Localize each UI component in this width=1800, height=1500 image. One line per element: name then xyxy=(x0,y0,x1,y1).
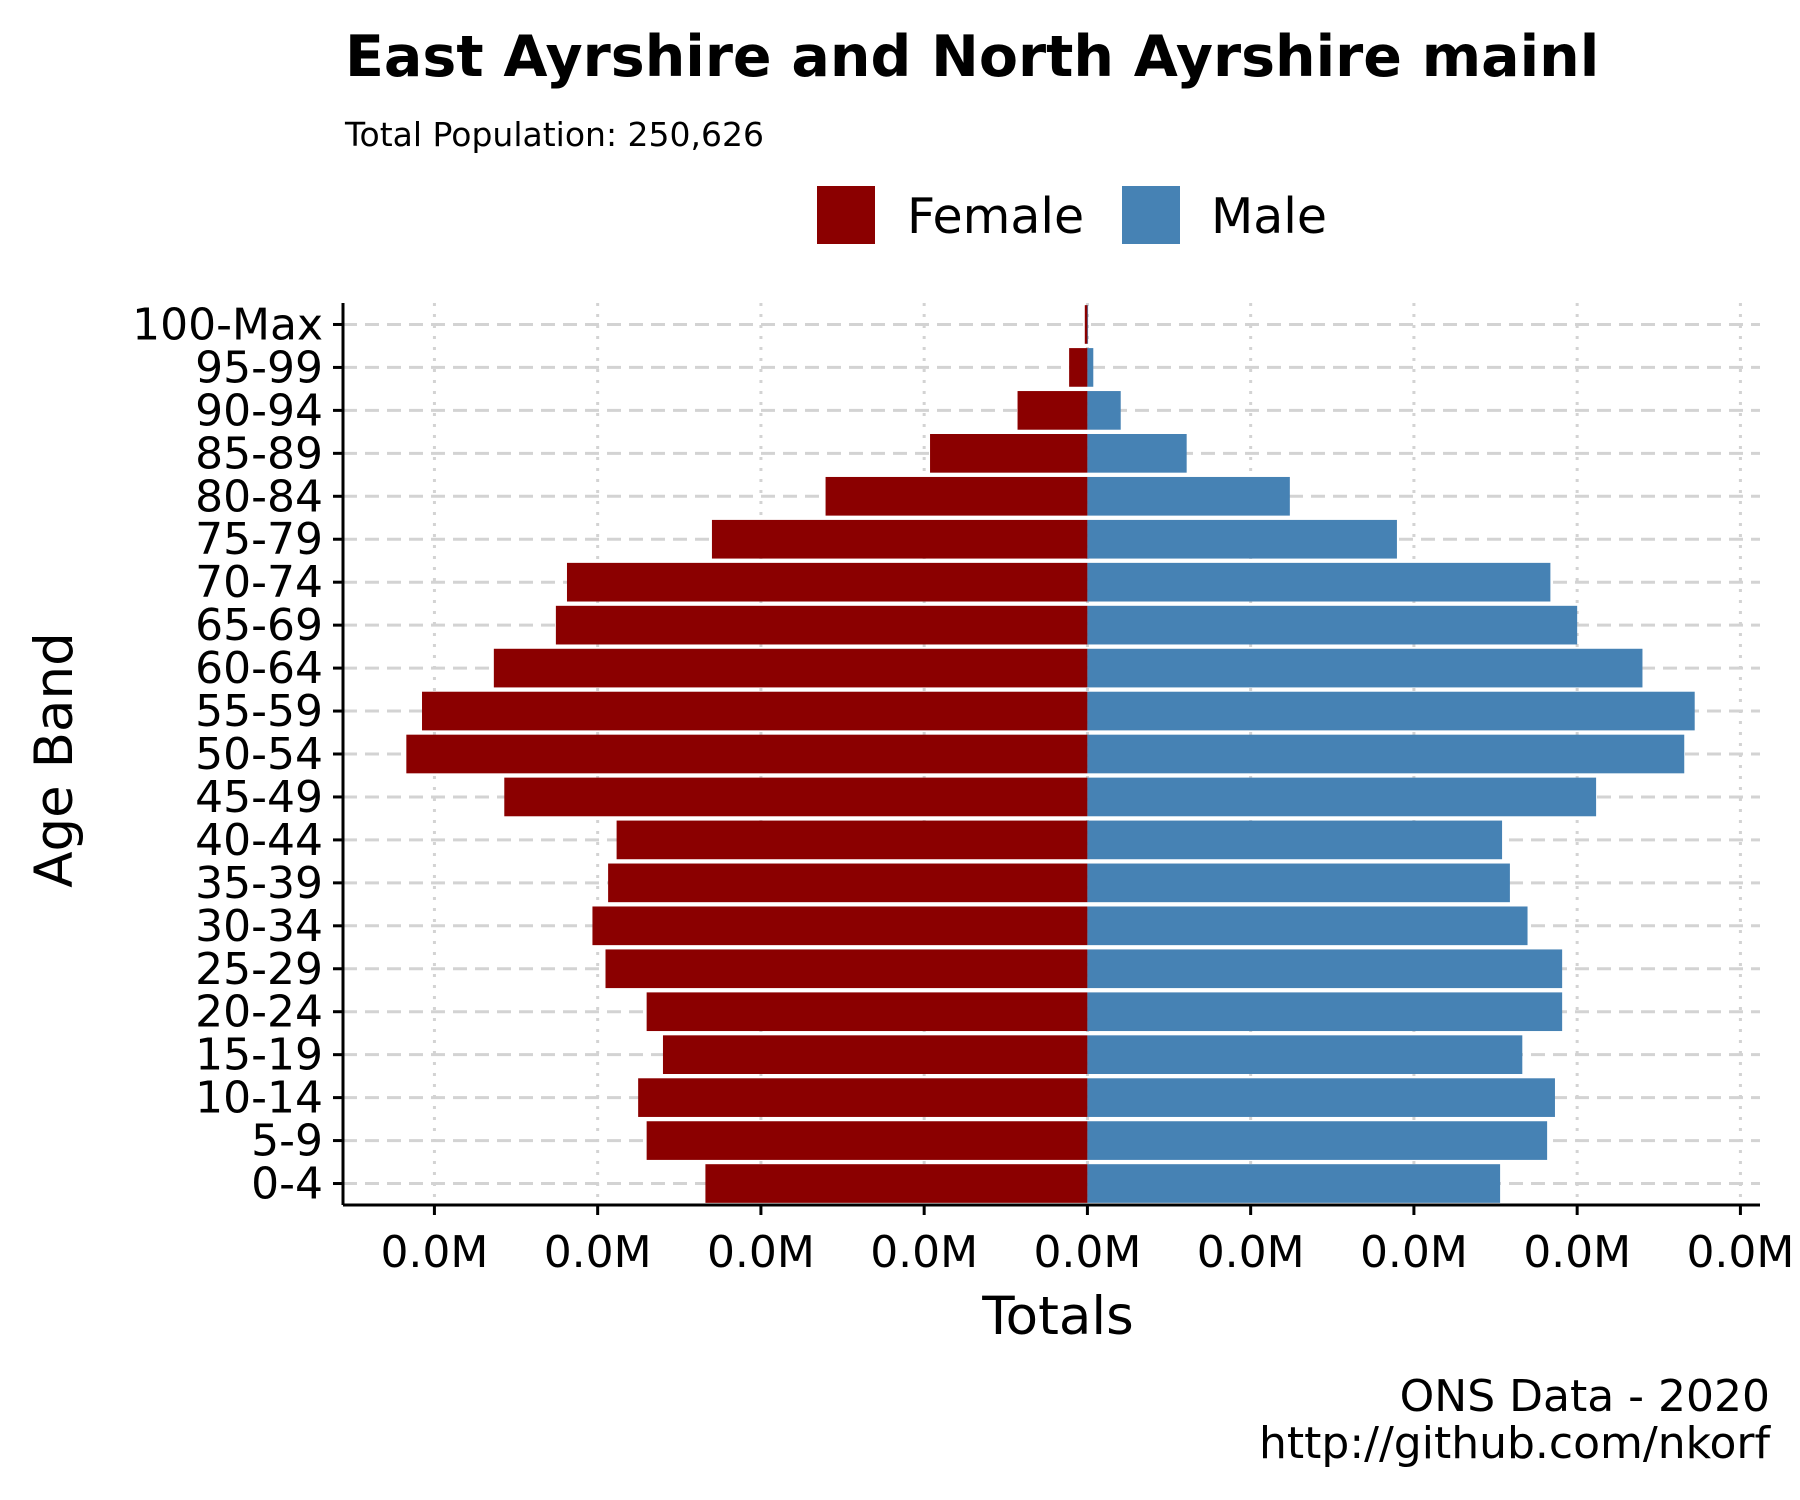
bar-male-25-29 xyxy=(1087,949,1563,989)
bar-female-55-59 xyxy=(422,691,1088,731)
bar-male-80-84 xyxy=(1087,476,1290,516)
legend-label-female: Female xyxy=(907,188,1084,245)
bar-male-30-34 xyxy=(1087,906,1528,946)
bar-female-0-4 xyxy=(705,1164,1088,1203)
bar-female-75-79 xyxy=(711,519,1088,559)
bar-male-70-74 xyxy=(1087,562,1551,602)
x-tick-labels: 0.0M 0.0M 0.0M 0.0M 0.0M 0.0M 0.0M 0.0M 0.0M xyxy=(380,1227,1794,1278)
y-tick-label: 10-14 xyxy=(195,1073,323,1124)
legend-key-male xyxy=(1122,186,1180,244)
x-tick-label: 0.0M xyxy=(544,1227,652,1278)
x-tick-label: 0.0M xyxy=(380,1227,488,1278)
y-axis-title: Age Band xyxy=(24,632,85,887)
bar-male-55-59 xyxy=(1087,691,1695,731)
y-tick-label: 75-79 xyxy=(195,514,323,565)
bar-male-20-24 xyxy=(1087,992,1563,1032)
axes xyxy=(333,303,1760,1215)
bar-female-5-9 xyxy=(646,1121,1088,1160)
y-tick-label: 30-34 xyxy=(195,901,323,952)
bar-male-50-54 xyxy=(1087,734,1685,774)
y-tick-label: 45-49 xyxy=(195,772,323,823)
bar-female-60-64 xyxy=(493,648,1088,688)
bar-female-50-54 xyxy=(406,734,1088,774)
legend-key-female xyxy=(817,186,875,244)
y-tick-label: 55-59 xyxy=(195,686,323,737)
y-tick-label: 20-24 xyxy=(195,987,323,1038)
x-tick-label: 0.0M xyxy=(707,1227,815,1278)
bar-male-100-Max xyxy=(1087,305,1089,344)
bar-female-30-34 xyxy=(592,906,1088,946)
y-tick-label: 100-Max xyxy=(132,299,323,350)
bar-male-10-14 xyxy=(1087,1078,1555,1117)
x-axis-title: Totals xyxy=(981,1286,1133,1347)
bar-female-70-74 xyxy=(566,562,1088,602)
y-tick-label: 85-89 xyxy=(195,428,323,479)
bar-female-20-24 xyxy=(646,992,1088,1032)
y-tick-label: 5-9 xyxy=(251,1116,323,1167)
bar-male-85-89 xyxy=(1087,434,1187,473)
x-tick-label: 0.0M xyxy=(1360,1227,1468,1278)
bar-female-95-99 xyxy=(1069,348,1088,387)
y-tick-label: 35-39 xyxy=(195,858,323,909)
bar-female-80-84 xyxy=(825,476,1088,516)
bar-male-90-94 xyxy=(1087,391,1121,430)
bar-male-65-69 xyxy=(1087,605,1578,645)
bar-male-40-44 xyxy=(1087,820,1503,860)
bar-male-0-4 xyxy=(1087,1164,1501,1203)
x-tick-label: 0.0M xyxy=(870,1227,978,1278)
caption-url: http://github.com/nkorf xyxy=(1259,1418,1771,1469)
x-tick-label: 0.0M xyxy=(1686,1227,1794,1278)
y-tick-label: 90-94 xyxy=(195,385,323,436)
bar-female-15-19 xyxy=(662,1035,1088,1074)
x-tick-label: 0.0M xyxy=(1523,1227,1631,1278)
y-tick-label: 25-29 xyxy=(195,944,323,995)
y-tick-label: 0-4 xyxy=(251,1159,323,1210)
bar-male-15-19 xyxy=(1087,1035,1523,1074)
y-tick-label: 65-69 xyxy=(195,600,323,651)
legend-label-male: Male xyxy=(1211,188,1327,245)
bar-female-10-14 xyxy=(638,1078,1088,1117)
y-tick-labels: 0-45-910-1415-1920-2425-2930-3435-3940-4… xyxy=(132,299,323,1209)
chart-subtitle: Total Population: 250,626 xyxy=(344,115,764,154)
bar-female-100-Max xyxy=(1084,305,1088,344)
bar-female-40-44 xyxy=(616,820,1088,860)
bar-female-65-69 xyxy=(555,605,1088,645)
bar-female-25-29 xyxy=(605,949,1088,989)
legend: Female Male xyxy=(817,186,1327,245)
bar-female-85-89 xyxy=(930,434,1088,473)
x-tick-label: 0.0M xyxy=(1197,1227,1305,1278)
bar-male-35-39 xyxy=(1087,863,1510,903)
bar-male-5-9 xyxy=(1087,1121,1548,1160)
bar-male-45-49 xyxy=(1087,777,1597,817)
bar-male-75-79 xyxy=(1087,519,1397,559)
y-tick-label: 50-54 xyxy=(195,729,323,780)
y-tick-label: 95-99 xyxy=(195,342,323,393)
y-tick-label: 80-84 xyxy=(195,471,323,522)
bar-female-45-49 xyxy=(504,777,1088,817)
y-tick-label: 15-19 xyxy=(195,1030,323,1081)
bar-male-95-99 xyxy=(1087,348,1094,387)
bar-male-60-64 xyxy=(1087,648,1643,688)
bars xyxy=(406,305,1695,1203)
chart-title: East Ayrshire and North Ayrshire mainl xyxy=(345,24,1599,90)
bar-female-90-94 xyxy=(1017,391,1088,430)
y-tick-label: 60-64 xyxy=(195,643,323,694)
bar-female-35-39 xyxy=(608,863,1088,903)
caption-source: ONS Data - 2020 xyxy=(1400,1371,1770,1422)
y-tick-label: 40-44 xyxy=(195,815,323,866)
x-tick-label: 0.0M xyxy=(1033,1227,1141,1278)
y-tick-label: 70-74 xyxy=(195,557,323,608)
